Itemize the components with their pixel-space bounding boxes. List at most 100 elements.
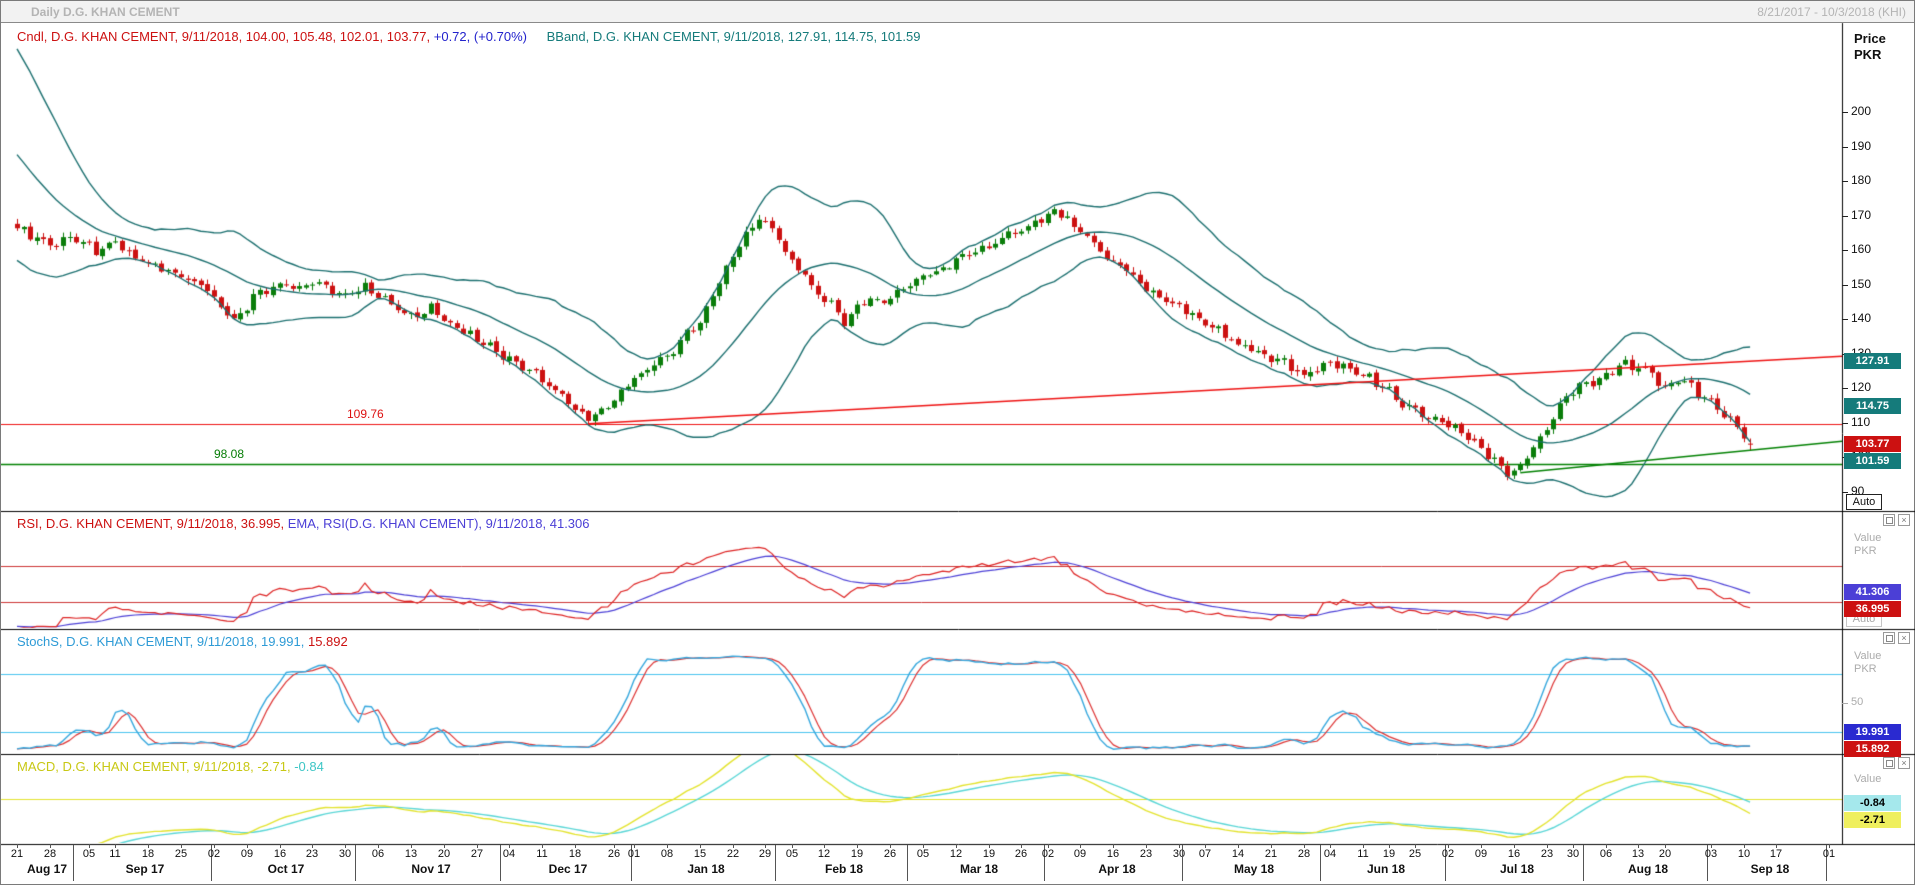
x-axis-day-label: 18 — [568, 848, 582, 860]
month-separator — [907, 845, 908, 881]
price-value-box: 103.77 — [1844, 436, 1901, 452]
rsi-panel-close-icon[interactable]: × — [1898, 514, 1910, 526]
price-value-box: 114.75 — [1844, 398, 1901, 414]
x-axis-month-label: Sep 18 — [1750, 862, 1790, 876]
x-axis-day-label: 01 — [1822, 848, 1836, 860]
x-axis-day-label: 23 — [1540, 848, 1554, 860]
x-axis-tick — [345, 844, 346, 848]
x-axis-tick — [1179, 844, 1180, 848]
stochastic-axis-tick — [1842, 703, 1848, 704]
stochastic-value-box: 19.991 — [1844, 724, 1901, 740]
rsi-value-box: 41.306 — [1844, 584, 1901, 600]
x-axis-month-label: Jun 18 — [1366, 862, 1406, 876]
x-axis-tick — [1146, 844, 1147, 848]
price-axis-tick-label: 200 — [1851, 104, 1872, 118]
x-axis-day-label: 29 — [758, 848, 772, 860]
x-axis-tick — [50, 844, 51, 848]
x-axis-day-label: 09 — [1474, 848, 1488, 860]
stochastic-legend-text: StochS, D.G. KHAN CEMENT, 9/11/2018, 19.… — [17, 634, 305, 649]
x-axis-tick — [89, 844, 90, 848]
price-axis-title-line2: PKR — [1854, 47, 1882, 62]
x-axis-tick — [956, 844, 957, 848]
x-axis-day-label: 19 — [850, 848, 864, 860]
x-axis-month-label: Sep 17 — [125, 862, 165, 876]
macd-legend-text: MACD, D.G. KHAN CEMENT, 9/11/2018, -2.71… — [17, 759, 291, 774]
x-axis-day-label: 12 — [949, 848, 963, 860]
stochastic-panel-legend: StochS, D.G. KHAN CEMENT, 9/11/2018, 19.… — [17, 634, 348, 649]
price-axis-tick — [1842, 492, 1848, 493]
macd-panel-restore-icon[interactable] — [1883, 757, 1895, 769]
rsi-panel-legend: RSI, D.G. KHAN CEMENT, 9/11/2018, 36.995… — [17, 516, 590, 531]
x-axis-tick — [1330, 844, 1331, 848]
x-axis-day-label: 07 — [1198, 848, 1212, 860]
month-separator — [1826, 845, 1827, 881]
macd-value-box: -2.71 — [1844, 812, 1901, 828]
x-axis-tick — [1573, 844, 1574, 848]
x-axis-day-label: 06 — [371, 848, 385, 860]
x-axis-month-label: Feb 18 — [824, 862, 864, 876]
macd-axis-title: Value — [1854, 773, 1881, 786]
x-axis-tick — [1113, 844, 1114, 848]
x-axis-month-label: Jan 18 — [687, 862, 725, 876]
x-axis-day-label: 06 — [1599, 848, 1613, 860]
x-axis-tick — [312, 844, 313, 848]
x-axis-month-label: Oct 17 — [267, 862, 305, 876]
x-axis-tick — [1080, 844, 1081, 848]
price-axis-tick-label: 120 — [1851, 380, 1872, 394]
x-axis-tick — [17, 844, 18, 848]
x-axis-day-label: 16 — [1507, 848, 1521, 860]
rsi-panel-restore-icon[interactable] — [1883, 514, 1895, 526]
x-axis-day-label: 21 — [10, 848, 24, 860]
x-axis-tick — [1638, 844, 1639, 848]
price-axis-tick — [1842, 319, 1848, 320]
x-axis-day-label: 19 — [982, 848, 996, 860]
x-axis-tick — [378, 844, 379, 848]
close-glyph-icon: × — [1901, 633, 1907, 643]
stochastic-panel-restore-icon[interactable] — [1883, 632, 1895, 644]
x-axis-month-label: Apr 18 — [1098, 862, 1136, 876]
x-axis-tick — [1448, 844, 1449, 848]
x-axis-tick — [214, 844, 215, 848]
x-axis-day-label: 03 — [1704, 848, 1718, 860]
x-axis-day-label: 09 — [240, 848, 254, 860]
x-axis-tick — [733, 844, 734, 848]
x-axis-month-label: Jul 18 — [1499, 862, 1535, 876]
x-axis-tick — [411, 844, 412, 848]
x-axis-day-label: 16 — [273, 848, 287, 860]
price-axis-tick-label: 150 — [1851, 277, 1872, 291]
rsi-ema-legend-text: EMA, RSI(D.G. KHAN CEMENT), 9/11/2018, 4… — [287, 516, 590, 531]
price-auto-scale-button[interactable]: Auto — [1846, 494, 1882, 510]
macd-panel-close-icon[interactable]: × — [1898, 757, 1910, 769]
price-axis-tick — [1842, 181, 1848, 182]
x-axis-day-label: 11 — [109, 848, 121, 860]
x-axis-day-label: 26 — [883, 848, 897, 860]
title-bar[interactable]: Daily D.G. KHAN CEMENT 8/21/2017 - 10/3/… — [1, 1, 1914, 23]
x-axis-tick — [247, 844, 248, 848]
month-separator — [1583, 845, 1584, 881]
stochastic-d-legend-text: 15.892 — [307, 634, 348, 649]
price-axis-tick — [1842, 250, 1848, 251]
x-axis-tick — [1238, 844, 1239, 848]
x-axis-day-label: 23 — [1139, 848, 1153, 860]
x-axis-tick — [542, 844, 543, 848]
candlestick-legend-text: Cndl, D.G. KHAN CEMENT, 9/11/2018, 104.0… — [17, 29, 431, 44]
rsi-legend-text: RSI, D.G. KHAN CEMENT, 9/11/2018, 36.995… — [17, 516, 285, 531]
x-axis-tick — [1271, 844, 1272, 848]
x-axis-day-label: 26 — [607, 848, 621, 860]
close-glyph-icon: × — [1901, 515, 1907, 525]
x-axis-tick — [1606, 844, 1607, 848]
macd-signal-legend-text: -0.84 — [294, 759, 324, 774]
x-axis-day-label: 11 — [536, 848, 548, 860]
price-axis-tick-label: 170 — [1851, 208, 1872, 222]
x-axis-day-label: 28 — [1297, 848, 1311, 860]
x-axis-day-label: 14 — [1231, 848, 1245, 860]
stochastic-panel-close-icon[interactable]: × — [1898, 632, 1910, 644]
x-axis-tick — [765, 844, 766, 848]
stochastic-axis-title: Value PKR — [1854, 650, 1881, 676]
price-axis-tick — [1842, 423, 1848, 424]
x-axis-tick — [989, 844, 990, 848]
month-separator — [631, 845, 632, 881]
x-axis-day-label: 18 — [141, 848, 155, 860]
x-axis-month-label: Aug 17 — [26, 862, 68, 876]
